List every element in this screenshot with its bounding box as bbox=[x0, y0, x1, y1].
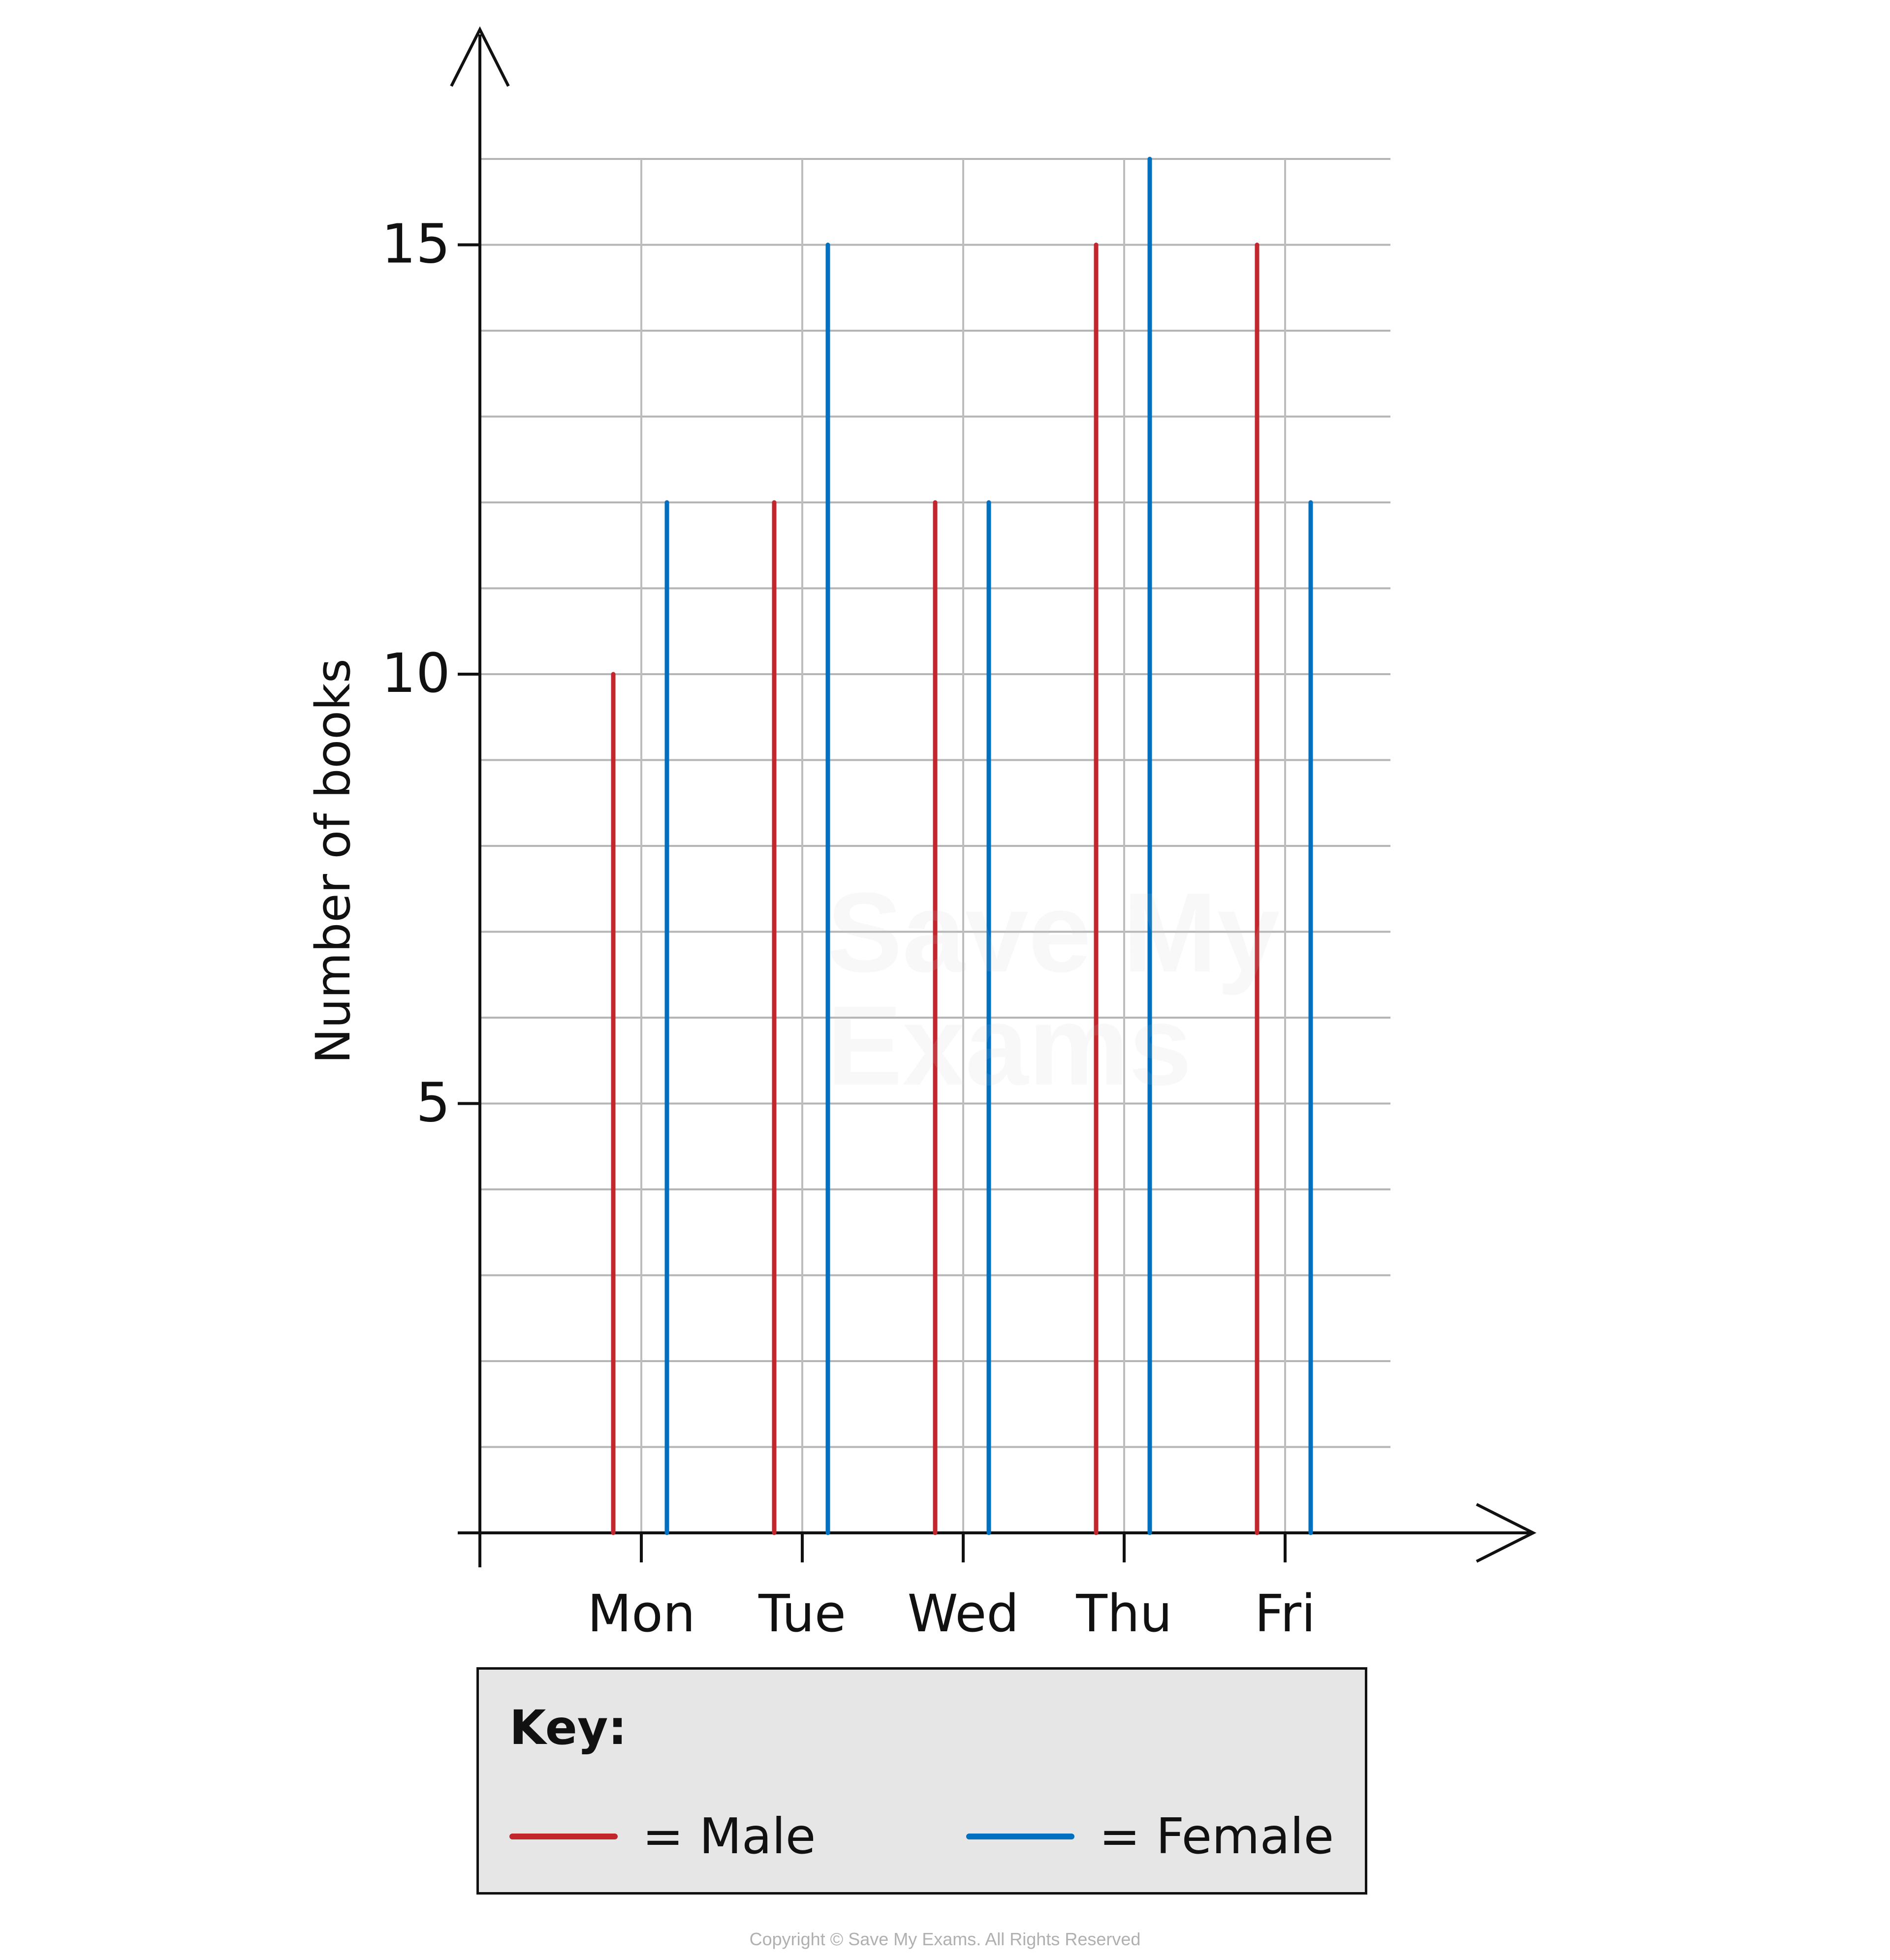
axes bbox=[450, 26, 1537, 1567]
watermark-line2: Exams bbox=[827, 982, 1192, 1109]
watermark: Save My Exams bbox=[827, 876, 1280, 1102]
legend-item-male: = Male bbox=[509, 1807, 816, 1865]
bars bbox=[611, 156, 1313, 1535]
x-tick-label: Wed bbox=[908, 1584, 1019, 1644]
y-tick-label: 5 bbox=[416, 1071, 450, 1134]
legend-key: Key: = Male = Female bbox=[476, 1667, 1367, 1895]
legend-item-female: = Female bbox=[966, 1807, 1334, 1865]
watermark-line1: Save My bbox=[827, 869, 1280, 996]
legend-title: Key: bbox=[509, 1700, 627, 1755]
x-tick-label: Thu bbox=[1075, 1584, 1172, 1644]
male-line-swatch-icon bbox=[509, 1833, 618, 1839]
legend-label-male: = Male bbox=[642, 1807, 816, 1865]
y-axis-label: Number of books bbox=[306, 658, 361, 1063]
tick-labels: 5 10 15 Mon Tue Wed Thu Fri bbox=[381, 213, 1316, 1644]
x-tick-label: Fri bbox=[1255, 1584, 1316, 1644]
y-tick-label: 15 bbox=[381, 213, 450, 276]
legend-label-female: = Female bbox=[1099, 1807, 1334, 1865]
y-tick-label: 10 bbox=[381, 642, 450, 705]
x-tick-label: Mon bbox=[587, 1584, 695, 1644]
copyright-notice: Copyright © Save My Exams. All Rights Re… bbox=[749, 1929, 1141, 1949]
x-tick-label: Tue bbox=[758, 1584, 846, 1644]
female-line-swatch-icon bbox=[966, 1833, 1074, 1839]
grid-lines bbox=[480, 158, 1390, 1533]
